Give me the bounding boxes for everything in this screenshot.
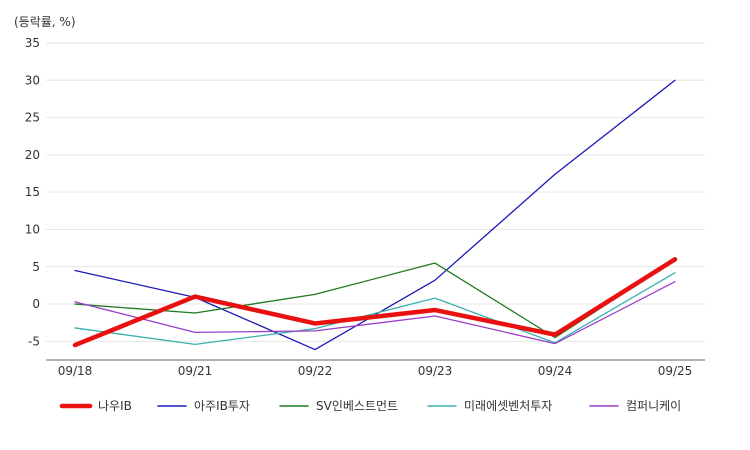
- y-tick-label: -5: [28, 334, 40, 348]
- x-tick-label: 09/25: [658, 364, 693, 378]
- grid-lines: [46, 42, 705, 342]
- y-tick-label: 10: [25, 222, 40, 236]
- series-line-4: [74, 281, 676, 345]
- series-line-3: [74, 272, 676, 345]
- x-axis-ticks: 09/18 09/21 09/22 09/23 09/24 09/25: [58, 364, 693, 378]
- y-tick-label: 15: [25, 185, 40, 199]
- series-lines: [72, 79, 678, 351]
- x-tick-label: 09/22: [298, 364, 333, 378]
- x-tick-label: 09/21: [178, 364, 213, 378]
- legend-label: 나우IB: [98, 399, 132, 413]
- legend: 나우IB 아주IB투자 SV인베스트먼트 미래에셋벤처투자 컴퍼니케이: [59, 399, 681, 413]
- legend-label: SV인베스트먼트: [316, 399, 398, 413]
- y-tick-label: 30: [25, 73, 40, 87]
- series-line-0: [72, 257, 678, 348]
- y-tick-label: 0: [32, 297, 40, 311]
- legend-label: 미래에셋벤처투자: [464, 399, 552, 413]
- x-tick-label: 09/24: [538, 364, 573, 378]
- x-tick-label: 09/23: [418, 364, 453, 378]
- x-tick-label: 09/18: [58, 364, 93, 378]
- y-tick-label: 5: [32, 260, 40, 274]
- y-tick-label: 25: [25, 111, 40, 125]
- y-axis-ticks: 35 30 25 20 15 10 5 0 -5: [25, 36, 40, 348]
- y-axis-unit-label: (등락률, %): [14, 15, 76, 29]
- y-tick-label: 20: [25, 148, 40, 162]
- legend-label: 컴퍼니케이: [626, 399, 681, 413]
- legend-label: 아주IB투자: [194, 399, 250, 413]
- y-tick-label: 35: [25, 36, 40, 50]
